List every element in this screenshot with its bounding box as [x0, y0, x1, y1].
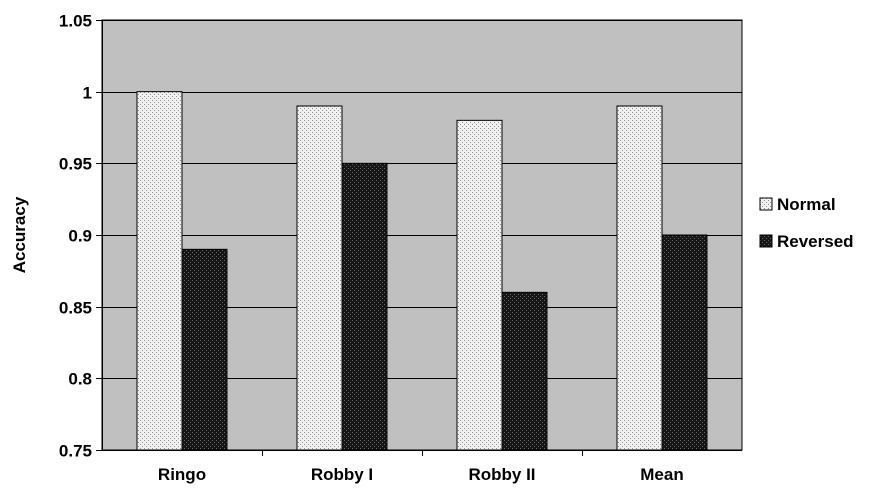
legend: Normal Reversed	[759, 195, 854, 251]
y-axis-title: Accuracy	[10, 196, 29, 273]
bar-reversed-1	[341, 162, 388, 451]
y-tick-label: 0.85	[59, 299, 92, 318]
x-tick-label: Robby I	[311, 465, 373, 484]
y-tick-label: 0.9	[68, 227, 92, 246]
bar-normal-1	[296, 105, 343, 451]
x-tick-labels: Ringo Robby I Robby II Mean	[158, 465, 684, 484]
y-tick-label: 1.05	[59, 12, 92, 31]
bar-reversed-0	[181, 248, 228, 451]
x-tick-label: Mean	[640, 465, 683, 484]
bar-normal-3	[616, 105, 663, 451]
bars	[136, 91, 708, 451]
legend-swatch-normal	[759, 197, 773, 211]
axes	[96, 20, 742, 456]
y-tick-label: 0.75	[59, 442, 92, 461]
bar-normal-0	[136, 91, 183, 451]
bar-reversed-2	[501, 291, 548, 451]
x-tick-label: Robby II	[468, 465, 535, 484]
bar-reversed-3	[661, 234, 708, 451]
legend-label-normal: Normal	[777, 195, 836, 214]
y-tick-label: 0.95	[59, 155, 92, 174]
x-tick-label: Ringo	[158, 465, 206, 484]
y-tick-label: 0.8	[68, 370, 92, 389]
legend-label-reversed: Reversed	[777, 232, 854, 251]
y-tick-labels: 0.75 0.8 0.85 0.9 0.95 1 1.05	[59, 12, 92, 461]
y-tick-label: 1	[83, 84, 92, 103]
bar-normal-2	[456, 119, 503, 451]
legend-swatch-reversed	[759, 234, 773, 248]
